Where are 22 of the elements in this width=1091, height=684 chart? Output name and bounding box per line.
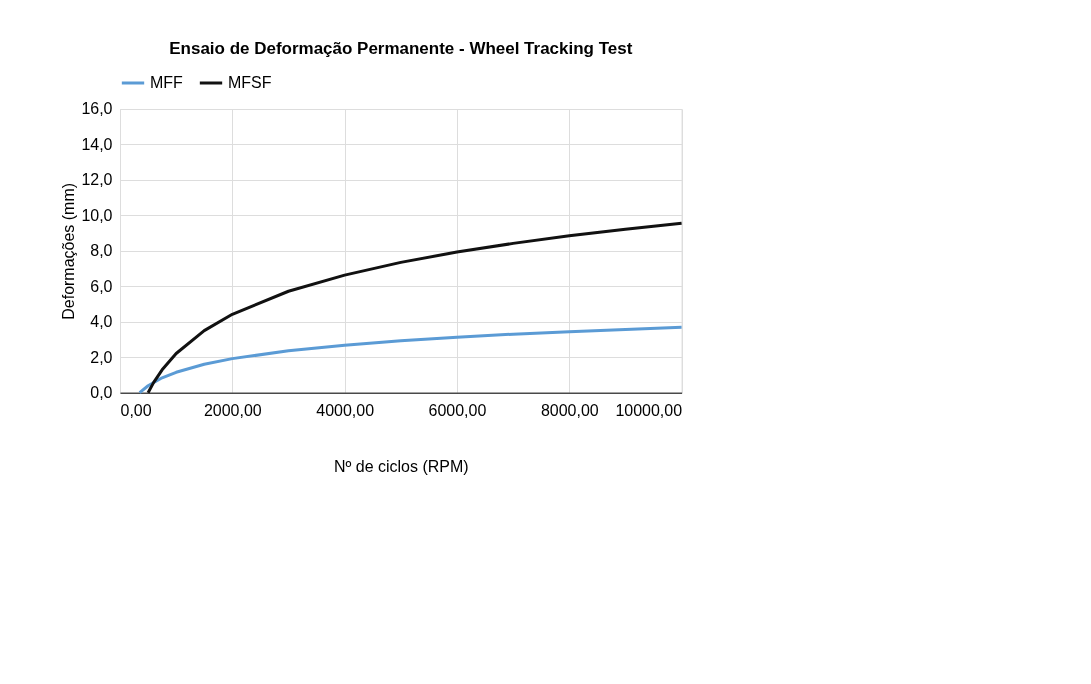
y-tick-label: 14,0	[81, 135, 113, 153]
x-tick-label: 2000,00	[203, 402, 262, 420]
y-axis-title: Deformações (mm)	[60, 182, 78, 320]
legend-label: MFF	[150, 74, 184, 91]
line-series	[138, 325, 684, 395]
chart-title: Ensaio de Deformação Permanente - Wheel Tracking Test	[169, 39, 633, 58]
y-tick-label: 12,0	[81, 171, 113, 189]
y-tick-label: 10,0	[81, 206, 113, 224]
y-tick-label: 6,0	[90, 277, 113, 295]
line-series	[146, 221, 684, 395]
x-tick-label: 6000,00	[428, 402, 487, 420]
x-axis-title: Nº de ciclos (RPM)	[333, 458, 469, 476]
y-tick-label: 0,0	[90, 384, 113, 402]
x-tick-label: 4000,00	[316, 402, 375, 420]
y-tick-label: 2,0	[90, 348, 113, 366]
x-tick-label: 10000,00	[615, 402, 683, 420]
legend-label: MFSF	[228, 74, 272, 91]
y-tick-label: 4,0	[90, 313, 113, 331]
x-tick-label: 0,00	[120, 402, 152, 420]
y-tick-label: 16,0	[81, 100, 113, 118]
x-tick-label: 8000,00	[540, 402, 599, 420]
y-tick-label: 8,0	[90, 242, 113, 260]
